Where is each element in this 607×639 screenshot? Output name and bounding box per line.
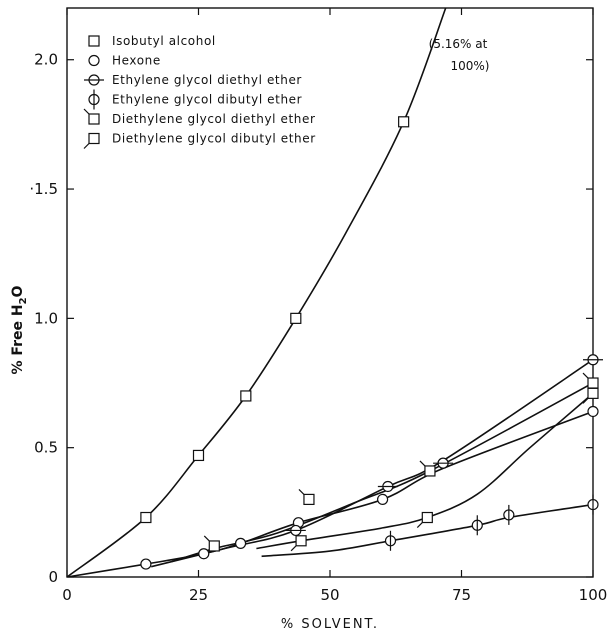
legend-label-5: Diethylene glycol diethyl ether [112, 112, 316, 126]
data-point-series-3 [583, 354, 603, 366]
data-point-series-1 [192, 449, 205, 462]
y-axis-title-suffix: O [10, 285, 26, 297]
data-point-series-4 [471, 515, 483, 536]
y-tick-label: 0.5 [34, 439, 58, 457]
annotation-line-1: (5.16% at [429, 37, 488, 51]
data-point-series-6 [290, 535, 307, 552]
x-tick-label: 75 [452, 586, 471, 604]
data-point-series-5 [582, 372, 599, 389]
legend-label-2: Hexone [112, 54, 161, 68]
series-curve-4 [261, 503, 593, 558]
x-tick-label: 100 [579, 586, 607, 604]
data-point-series-3 [433, 457, 454, 469]
data-point-series-2 [587, 405, 599, 418]
legend-marker-1 [88, 35, 100, 47]
data-point-series-4 [503, 504, 515, 525]
x-tick-label: 0 [62, 586, 72, 604]
data-point-series-5 [203, 535, 220, 552]
svg-text:% Free H2O: % Free H2O [10, 285, 29, 374]
x-axis-ticks: 0 25 50 75 100 [62, 8, 607, 604]
data-point-series-1 [398, 116, 410, 128]
legend-marker-6 [83, 132, 100, 149]
data-point-series-1 [240, 390, 252, 402]
series-curve-3 [151, 359, 593, 568]
series-curve-2 [67, 410, 593, 577]
data-point-series-5 [298, 488, 315, 506]
legend-marker-5 [83, 108, 100, 125]
data-point-series-1 [140, 511, 152, 524]
y-tick-label: 0 [48, 568, 58, 586]
data-point-series-3 [285, 524, 306, 537]
x-tick-label: 25 [189, 586, 208, 604]
legend-label-3: Ethylene glycol diethyl ether [112, 73, 302, 87]
legend-label-4: Ethylene glycol dibutyl ether [112, 93, 302, 107]
data-point-series-2 [234, 537, 247, 549]
data-point-series-5 [419, 460, 436, 477]
x-tick-label: 50 [320, 586, 339, 604]
x-axis-title: % SOLVENT. [281, 617, 379, 632]
series-points [140, 116, 603, 570]
data-point-series-3 [377, 480, 398, 493]
y-tick-label: 2.0 [34, 51, 58, 69]
y-tick-label: ·1.5 [29, 180, 58, 198]
data-point-series-1 [290, 312, 302, 324]
legend-marker-4 [88, 89, 100, 110]
legend: Isobutyl alcohol Hexone Ethylene glycol di… [83, 34, 316, 149]
annotation-line-2: 100%) [451, 59, 490, 73]
data-point-series-6 [582, 387, 599, 404]
y-tick-label: 1.0 [34, 309, 58, 327]
data-point-series-4 [384, 530, 397, 551]
y-axis-ticks: 0 0.5 1.0 ·1.5 2.0 [29, 51, 593, 586]
y-axis-title: % Free H2O [10, 285, 29, 374]
data-point-series-2 [377, 493, 389, 506]
legend-label-6: Diethylene glycol dibutyl ether [112, 132, 316, 146]
legend-marker-3 [84, 74, 104, 86]
legend-label-1: Isobutyl alcohol [112, 34, 216, 48]
y-axis-title-prefix: % Free H [10, 304, 26, 374]
data-point-series-2 [198, 548, 210, 560]
data-point-series-4 [587, 494, 599, 515]
data-point-series-6 [416, 511, 433, 528]
y-axis-title-subscript: 2 [18, 297, 29, 304]
data-point-series-2 [140, 558, 152, 570]
legend-marker-2 [88, 54, 100, 67]
